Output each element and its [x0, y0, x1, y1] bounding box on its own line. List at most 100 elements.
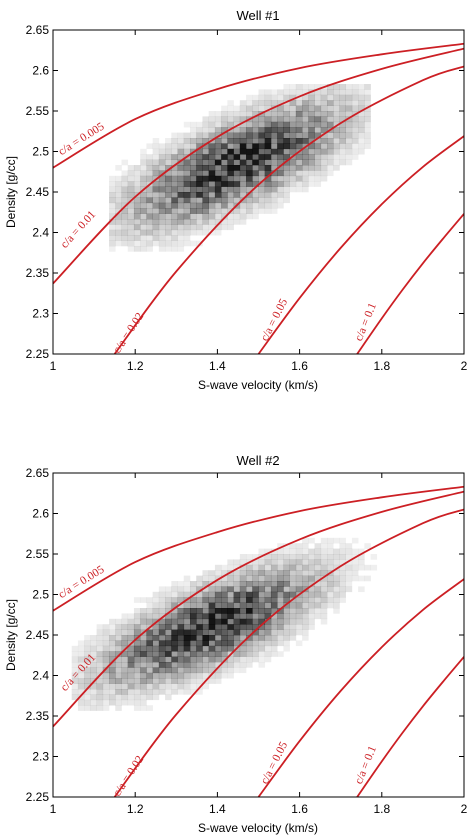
histogram-cell [140, 192, 147, 198]
histogram-cell [264, 602, 272, 609]
histogram-cell [258, 548, 266, 555]
histogram-cell [264, 192, 272, 198]
histogram-cell [133, 246, 141, 252]
histogram-cell [214, 613, 222, 620]
histogram-cell [140, 689, 147, 695]
histogram-cell [196, 575, 203, 582]
histogram-cell [351, 138, 359, 144]
histogram-cell [308, 116, 315, 123]
histogram-cell [258, 186, 266, 193]
histogram-cell [96, 624, 104, 630]
histogram-cell [289, 84, 297, 90]
histogram-cell [109, 175, 116, 182]
crack-curve [53, 47, 464, 285]
histogram-cell [327, 564, 334, 571]
histogram-cell [171, 608, 178, 614]
histogram-cell [140, 208, 147, 214]
histogram-cell [177, 229, 185, 236]
histogram-cell [333, 100, 340, 106]
histogram-cell [283, 554, 290, 560]
histogram-cell [252, 175, 259, 182]
histogram-cell [171, 235, 178, 241]
histogram-cell [146, 678, 153, 684]
histogram-cell [270, 154, 278, 160]
histogram-cell [165, 219, 172, 225]
histogram-cell [127, 678, 135, 684]
histogram-cell [233, 618, 241, 625]
histogram-cell [345, 138, 353, 144]
histogram-cell [90, 689, 97, 695]
histogram-cell [295, 640, 303, 647]
histogram-cell [196, 138, 203, 144]
histogram-cell [277, 586, 284, 593]
histogram-cell [339, 89, 346, 96]
histogram-cell [77, 689, 85, 695]
histogram-cell [221, 202, 228, 209]
histogram-cell [190, 219, 197, 225]
histogram-cell [171, 662, 178, 668]
histogram-cell [283, 181, 290, 187]
histogram-cell [258, 127, 266, 133]
histogram-cell [239, 645, 247, 652]
histogram-cell [277, 597, 284, 603]
histogram-cell [165, 229, 172, 236]
histogram-cell [214, 127, 222, 133]
histogram-cell [283, 121, 290, 128]
histogram-cell [214, 175, 222, 182]
histogram-cell [196, 121, 203, 128]
histogram-cell [246, 564, 253, 571]
histogram-cell [208, 116, 216, 123]
histogram-cell [258, 170, 266, 177]
histogram-cell [202, 656, 209, 663]
histogram-cell [109, 662, 116, 668]
histogram-cell [165, 154, 172, 160]
histogram-cell [233, 170, 241, 177]
histogram-cell [133, 689, 141, 695]
histogram-cell [158, 159, 166, 166]
histogram-cell [146, 235, 153, 241]
histogram-cell [190, 586, 197, 593]
histogram-cell [314, 148, 322, 155]
histogram-cell [351, 154, 359, 160]
histogram-cell [264, 629, 272, 636]
histogram-cell [196, 181, 203, 187]
histogram-cell [152, 689, 160, 695]
histogram-cell [270, 635, 278, 641]
histogram-cell [283, 84, 290, 90]
histogram-cell [295, 127, 303, 133]
histogram-cell [277, 635, 284, 641]
histogram-cell [90, 635, 97, 641]
histogram-cell [190, 165, 197, 171]
histogram-cell [196, 591, 203, 598]
histogram-cell [127, 224, 135, 231]
histogram-cell [152, 624, 160, 630]
histogram-cell [351, 100, 359, 106]
histogram-cell [152, 208, 160, 214]
histogram-cell [358, 564, 365, 571]
histogram-cell [208, 597, 216, 603]
histogram-cell [90, 672, 97, 679]
histogram-cell [177, 154, 185, 160]
histogram-cell [246, 640, 253, 647]
histogram-cell [364, 132, 371, 139]
histogram-cell [314, 132, 322, 139]
histogram-cell [133, 208, 141, 214]
histogram-cell [345, 570, 353, 576]
histogram-cell [177, 608, 185, 614]
histogram-cell [351, 564, 359, 571]
histogram-cell [171, 624, 178, 630]
histogram-cell [264, 111, 272, 117]
histogram-cell [295, 138, 303, 144]
histogram-cell [283, 613, 290, 620]
histogram-cell [102, 624, 110, 630]
histogram-cell [246, 138, 253, 144]
histogram-cell [208, 635, 216, 641]
crack-curve [356, 656, 464, 797]
histogram-cell [264, 121, 272, 128]
histogram-cell [165, 181, 172, 187]
histogram-cell [327, 89, 334, 96]
histogram-cell [233, 148, 241, 155]
histogram-cell [345, 581, 353, 587]
histogram-cell [221, 224, 228, 231]
histogram-cell [302, 181, 309, 187]
